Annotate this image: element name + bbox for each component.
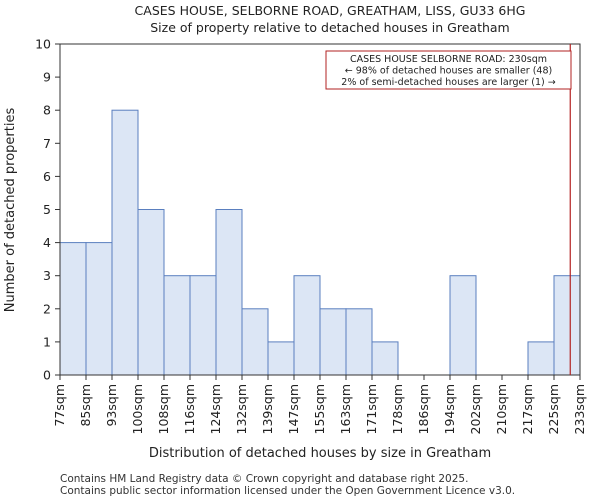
annotation-group: CASES HOUSE SELBORNE ROAD: 230sqm← 98% o… xyxy=(325,44,572,375)
x-axis-label: Distribution of detached houses by size … xyxy=(149,446,491,461)
chart-title: CASES HOUSE, SELBORNE ROAD, GREATHAM, LI… xyxy=(135,3,526,18)
x-tick-label-171sqm: 171sqm xyxy=(364,384,379,434)
chart: CASES HOUSE, SELBORNE ROAD, GREATHAM, LI… xyxy=(3,3,587,461)
y-tick-label-3: 3 xyxy=(43,268,51,283)
footer-line-1: Contains HM Land Registry data © Crown c… xyxy=(60,473,469,485)
bar-116sqm xyxy=(189,275,217,376)
bar-100sqm xyxy=(137,209,165,376)
bar-139sqm xyxy=(267,341,295,376)
footer-line-2: Contains public sector information licen… xyxy=(60,485,516,497)
x-tick-label-225sqm: 225sqm xyxy=(546,384,561,434)
y-tick-label-9: 9 xyxy=(43,70,51,85)
x-tick-label-155sqm: 155sqm xyxy=(312,384,327,434)
bar-147sqm xyxy=(293,275,321,376)
axes-group: 0 1 2 3 4 5 6 7 8 9 10 77sqm 85sqm 93sqm 100sqm 108sqm 1… xyxy=(35,37,587,435)
bar-108sqm xyxy=(163,275,191,376)
bars-group xyxy=(59,109,581,376)
bar-155sqm xyxy=(319,308,347,376)
x-tick-label-178sqm: 178sqm xyxy=(390,384,405,434)
x-tick-label-210sqm: 210sqm xyxy=(494,384,509,434)
y-tick-label-1: 1 xyxy=(43,334,51,349)
x-tick-label-77sqm: 77sqm xyxy=(52,384,67,427)
x-tick-label-100sqm: 100sqm xyxy=(130,384,145,434)
x-tick-label-163sqm: 163sqm xyxy=(338,384,353,434)
bar-93sqm xyxy=(111,109,139,376)
x-tick-label-124sqm: 124sqm xyxy=(208,384,223,434)
y-tick-label-10: 10 xyxy=(35,37,51,52)
y-tick-label-8: 8 xyxy=(43,103,51,118)
y-tick-label-5: 5 xyxy=(43,202,51,217)
y-tick-label-7: 7 xyxy=(43,136,51,151)
annotation-line-2: ← 98% of detached houses are smaller (48… xyxy=(345,66,552,77)
y-tick-label-6: 6 xyxy=(43,169,51,184)
bar-132sqm xyxy=(241,308,269,376)
x-tick-label-93sqm: 93sqm xyxy=(104,384,119,427)
y-axis-label: Number of detached properties xyxy=(3,108,18,313)
x-tick-label-186sqm: 186sqm xyxy=(416,384,431,434)
y-tick-label-4: 4 xyxy=(43,235,51,250)
bar-171sqm xyxy=(371,341,399,376)
bar-124sqm xyxy=(215,209,243,376)
bar-194sqm xyxy=(449,275,477,376)
x-tick-label-217sqm: 217sqm xyxy=(520,384,535,434)
annotation-line-1: CASES HOUSE SELBORNE ROAD: 230sqm xyxy=(350,54,547,65)
y-tick-label-2: 2 xyxy=(43,301,51,316)
x-tick-label-233sqm: 233sqm xyxy=(572,384,587,434)
bar-85sqm xyxy=(85,242,113,376)
x-tick-label-116sqm: 116sqm xyxy=(182,384,197,434)
bar-77sqm xyxy=(59,242,87,376)
bar-225sqm xyxy=(553,275,581,376)
x-tick-label-139sqm: 139sqm xyxy=(260,384,275,434)
annotation-line-3: 2% of semi-detached houses are larger (1… xyxy=(341,77,555,88)
x-tick-label-202sqm: 202sqm xyxy=(468,384,483,434)
x-tick-label-85sqm: 85sqm xyxy=(78,384,93,427)
bar-163sqm xyxy=(345,308,373,376)
y-tick-label-0: 0 xyxy=(43,368,51,383)
x-tick-label-108sqm: 108sqm xyxy=(156,384,171,434)
x-tick-label-147sqm: 147sqm xyxy=(286,384,301,434)
chart-subtitle: Size of property relative to detached ho… xyxy=(150,20,509,35)
bar-217sqm xyxy=(527,341,555,376)
x-tick-label-132sqm: 132sqm xyxy=(234,384,249,434)
x-tick-label-194sqm: 194sqm xyxy=(442,384,457,434)
annotation-box xyxy=(325,50,572,90)
